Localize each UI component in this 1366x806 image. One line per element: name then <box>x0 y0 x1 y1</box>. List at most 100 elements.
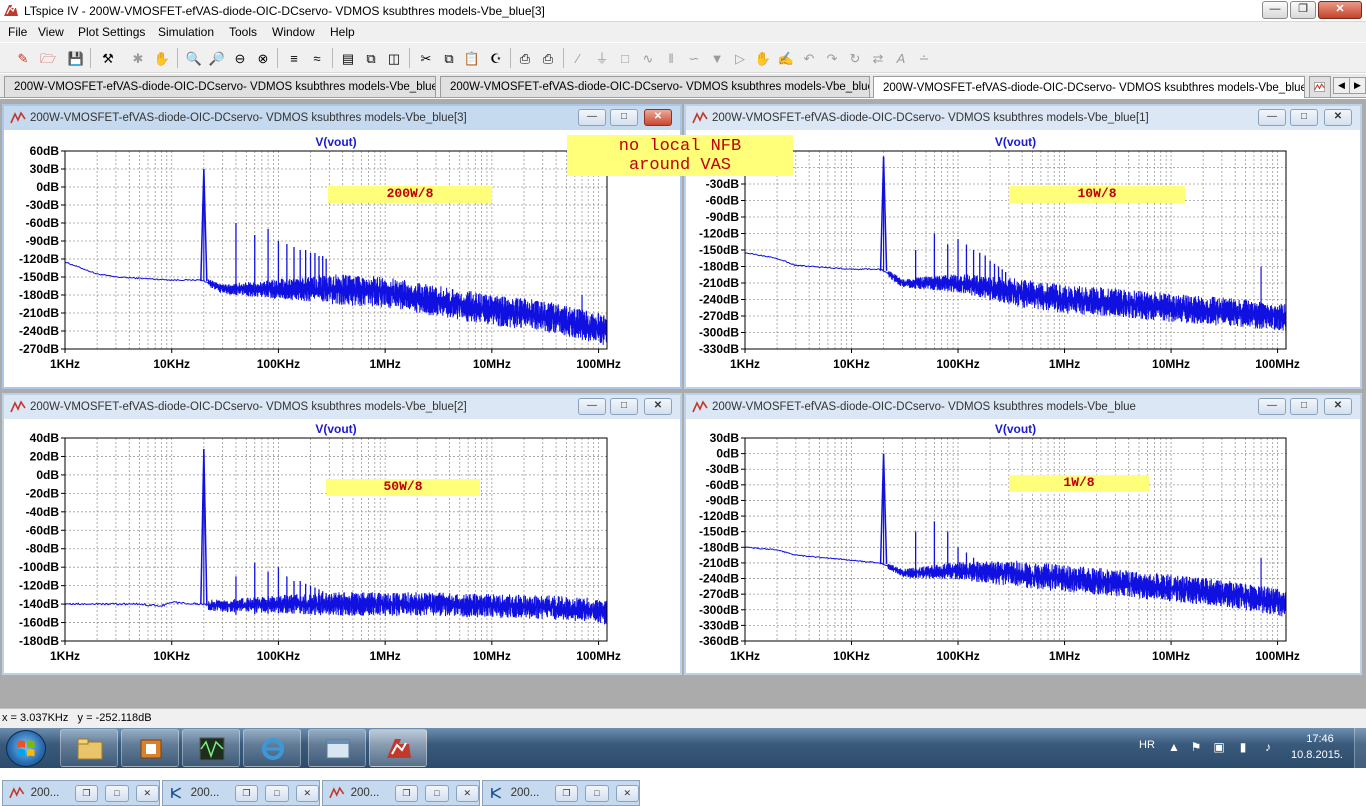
plot-window-title-bar[interactable]: 200W-VMOSFET-efVAS-diode-OIC-DCservo- VD… <box>4 106 680 130</box>
move-icon[interactable]: ✋ <box>754 50 772 66</box>
spectrum-chart[interactable]: V(vout) 40dB 20dB 0dB -20dB -40dB -60dB -80dB -1… <box>4 419 680 673</box>
restore-button[interactable]: ❐ <box>234 784 259 802</box>
tab-scroll-left-button[interactable]: ◀ <box>1333 77 1350 94</box>
plot-window-title-bar[interactable]: 200W-VMOSFET-efVAS-diode-OIC-DCservo- VD… <box>686 395 1360 419</box>
taskbar-explorer[interactable] <box>60 729 118 767</box>
restore-button[interactable]: ❐ <box>74 784 99 802</box>
close-button[interactable]: ✕ <box>1318 1 1362 19</box>
save-icon[interactable]: 💾 <box>67 50 85 66</box>
action-center-icon[interactable]: ⚑ <box>1190 740 1202 754</box>
cascade-icon[interactable]: ⧉ <box>366 50 376 66</box>
clock-date[interactable]: 10.8.2015. <box>1291 749 1343 761</box>
diode-icon[interactable]: ▼ <box>710 50 724 66</box>
start-button[interactable] <box>6 730 46 767</box>
minimized-window[interactable]: 200... ❐ □ ✕ <box>482 780 640 806</box>
doc-tab-overflow[interactable] <box>1309 76 1331 97</box>
resistor-icon[interactable]: ∿ <box>642 50 654 66</box>
wire-icon[interactable]: ∕ <box>576 50 580 66</box>
component-icon[interactable]: ▷ <box>735 50 745 66</box>
menu-file[interactable]: File <box>8 25 28 39</box>
close-button[interactable]: ✕ <box>135 784 159 802</box>
plot-window-1w[interactable]: 200W-VMOSFET-efVAS-diode-OIC-DCservo- VD… <box>684 393 1362 675</box>
open-icon[interactable]: 🗁 <box>39 50 57 66</box>
spectrum-chart[interactable]: V(vout) 60dB 30dB 0dB -30dB -60dB -90dB -120dB -… <box>4 130 680 387</box>
plot-window-title-bar[interactable]: 200W-VMOSFET-efVAS-diode-OIC-DCservo- VD… <box>686 106 1360 130</box>
restore-button[interactable]: ❐ <box>554 784 579 802</box>
ground-icon[interactable]: ⏚ <box>595 50 609 66</box>
volume-icon[interactable]: ♪ <box>1265 740 1271 754</box>
minimize-button[interactable]: — <box>1262 1 1288 19</box>
label-icon[interactable]: □ <box>621 50 629 66</box>
taskbar-ltspice[interactable] <box>369 729 427 767</box>
minimized-window[interactable]: 200... ❐ □ ✕ <box>322 780 480 806</box>
plot-window-title-bar[interactable]: 200W-VMOSFET-efVAS-diode-OIC-DCservo- VD… <box>4 395 680 419</box>
plot-maximize-button[interactable]: □ <box>610 398 638 415</box>
tile-horizontal-icon[interactable]: ▤ <box>341 50 355 66</box>
maximize-button[interactable]: □ <box>425 784 449 802</box>
find-icon[interactable]: ☪ <box>490 50 502 66</box>
trace-name[interactable]: V(vout) <box>315 422 356 436</box>
halt-icon[interactable]: ✋ <box>153 50 171 66</box>
zoom-in-icon[interactable]: 🔍 <box>185 50 203 66</box>
print-preview-icon[interactable]: ⎙ <box>519 50 531 66</box>
autorange-icon[interactable]: ≡ <box>290 50 298 66</box>
close-button[interactable]: ✕ <box>455 784 479 802</box>
plot-maximize-button[interactable]: □ <box>1290 109 1318 126</box>
taskbar-app-5[interactable] <box>308 729 366 767</box>
undo-icon[interactable]: ↶ <box>803 50 815 66</box>
menu-tools[interactable]: Tools <box>229 25 258 39</box>
taskbar-app-2[interactable] <box>121 729 179 767</box>
tab-scroll-right-button[interactable]: ▶ <box>1349 77 1366 94</box>
waveform-add-icon[interactable]: ≈ <box>313 50 321 66</box>
maximize-button[interactable]: ❐ <box>1290 1 1316 19</box>
clock-time[interactable]: 17:46 <box>1306 733 1334 745</box>
zoom-out-icon[interactable]: ⊖ <box>234 50 246 66</box>
drag-icon[interactable]: ✍ <box>777 50 795 66</box>
spectrum-chart[interactable]: V(vout) 30dB 0dB-30dB -60dB-90dB -120dB -150d… <box>686 419 1360 673</box>
copy-icon[interactable]: ⧉ <box>444 50 454 66</box>
plot-pane[interactable]: V(vout) 30dB 0dB-30dB -60dB-90dB -120dB -150d… <box>686 419 1360 673</box>
plot-minimize-button[interactable]: — <box>1258 398 1286 415</box>
plot-window-10w[interactable]: 200W-VMOSFET-efVAS-diode-OIC-DCservo- VD… <box>684 104 1362 389</box>
doc-tab-3[interactable]: 200W-VMOSFET-efVAS-diode-OIC-DCservo- VD… <box>873 76 1305 98</box>
maximize-button[interactable]: □ <box>105 784 129 802</box>
plot-close-button[interactable]: ✕ <box>644 398 672 415</box>
plot-window-50w[interactable]: 200W-VMOSFET-efVAS-diode-OIC-DCservo- VD… <box>2 393 682 675</box>
taskbar-oscilloscope[interactable] <box>182 729 240 767</box>
control-panel-icon[interactable]: ⚒ <box>102 50 114 66</box>
network-icon[interactable]: ▣ <box>1213 740 1225 754</box>
close-button[interactable]: ✕ <box>615 784 639 802</box>
zoom-pan-icon[interactable]: 🔎 <box>208 50 226 66</box>
show-desktop-button[interactable] <box>1354 728 1366 768</box>
tile-vertical-icon[interactable]: ◫ <box>387 50 401 66</box>
zoom-fit-icon[interactable]: ⊗ <box>257 50 269 66</box>
capacitor-icon[interactable]: ‖ <box>668 50 674 66</box>
plot-maximize-button[interactable]: □ <box>1290 398 1318 415</box>
taskbar-ie[interactable] <box>243 729 301 767</box>
inductor-icon[interactable]: ∽ <box>688 50 700 66</box>
minimized-window[interactable]: 200... ❐ □ ✕ <box>2 780 160 806</box>
plot-minimize-button[interactable]: — <box>578 109 606 126</box>
cut-icon[interactable]: ✂ <box>420 50 432 66</box>
plot-close-button[interactable]: ✕ <box>644 109 672 126</box>
plot-close-button[interactable]: ✕ <box>1324 109 1352 126</box>
restore-button[interactable]: ❐ <box>394 784 419 802</box>
run-icon[interactable]: ✱ <box>132 50 144 66</box>
doc-tab-1[interactable]: 200W-VMOSFET-efVAS-diode-OIC-DCservo- VD… <box>4 76 436 97</box>
close-button[interactable]: ✕ <box>295 784 319 802</box>
doc-tab-2[interactable]: 200W-VMOSFET-efVAS-diode-OIC-DCservo- VD… <box>440 76 870 97</box>
plot-maximize-button[interactable]: □ <box>610 109 638 126</box>
trace-name[interactable]: V(vout) <box>995 422 1036 436</box>
rotate-icon[interactable]: ↻ <box>849 50 861 66</box>
plot-minimize-button[interactable]: — <box>578 398 606 415</box>
new-schematic-icon[interactable]: ✎ <box>17 50 29 66</box>
menu-plot-settings[interactable]: Plot Settings <box>78 25 146 39</box>
maximize-button[interactable]: □ <box>265 784 289 802</box>
show-hidden-icons-icon[interactable]: ▲ <box>1168 740 1180 754</box>
battery-icon[interactable]: ▮ <box>1239 740 1247 754</box>
minimized-window[interactable]: 200... ❐ □ ✕ <box>162 780 320 806</box>
print-icon[interactable]: ⎙ <box>542 50 554 66</box>
trace-name[interactable]: V(vout) <box>995 135 1036 149</box>
redo-icon[interactable]: ↷ <box>826 50 838 66</box>
mirror-icon[interactable]: ⇄ <box>872 50 884 66</box>
